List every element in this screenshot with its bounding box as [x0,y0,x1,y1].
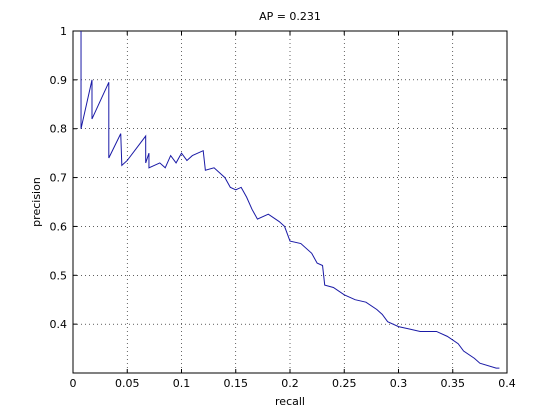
x-tick-label: 0.2 [281,377,299,390]
x-tick-label: 0.4 [498,377,516,390]
y-tick-label: 1 [60,25,67,38]
y-tick-label: 0.4 [50,318,68,331]
pr-curve [80,31,500,369]
x-tick-label: 0.1 [173,377,191,390]
y-tick-label: 0.6 [50,220,68,233]
x-tick-label: 0.15 [224,377,249,390]
x-tick-label: 0.25 [332,377,357,390]
x-tick-label: 0 [70,377,77,390]
x-tick-label: 0.05 [115,377,140,390]
y-tick-label: 0.7 [50,172,68,185]
x-tick-label: 0.35 [441,377,466,390]
plot-area [72,30,508,374]
x-tick-label: 0.3 [390,377,408,390]
chart-title: AP = 0.231 [259,10,321,23]
y-tick-label: 0.5 [50,269,68,282]
y-tick-label: 0.9 [50,74,68,87]
y-axis-label: precision [30,177,43,227]
y-tick-label: 0.8 [50,123,68,136]
x-axis-label: recall [275,395,305,408]
